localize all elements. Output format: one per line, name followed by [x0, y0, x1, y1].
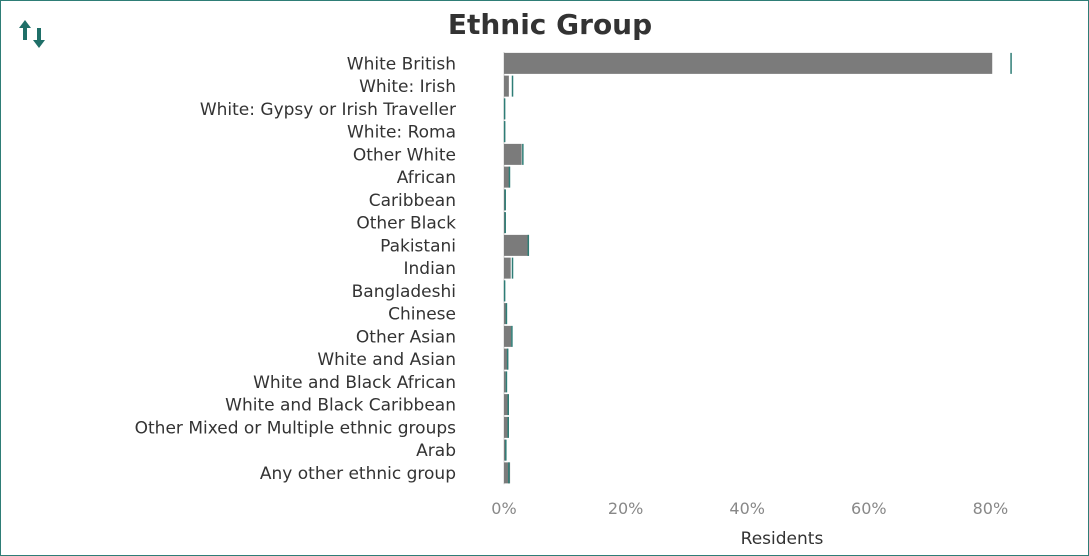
x-tick-label: 80%	[973, 499, 1009, 518]
bar[interactable]	[504, 394, 508, 416]
category-label: Other Black	[356, 214, 456, 234]
category-label: Other Mixed or Multiple ethnic groups	[135, 418, 456, 438]
x-tick-label: 20%	[608, 499, 644, 518]
chart-title: Ethnic Group	[447, 8, 653, 41]
x-tick-label: 0%	[491, 499, 516, 518]
bar[interactable]	[504, 143, 522, 165]
category-label: Other White	[353, 145, 456, 165]
category-label: Bangladeshi	[352, 282, 456, 302]
bar[interactable]	[504, 325, 512, 347]
category-label: Chinese	[388, 305, 456, 325]
category-label: White: Roma	[347, 123, 456, 143]
category-label: Indian	[404, 259, 457, 279]
bar[interactable]	[504, 371, 506, 393]
category-label: Caribbean	[369, 191, 456, 211]
category-label: Any other ethnic group	[260, 464, 456, 484]
bar[interactable]	[504, 416, 508, 438]
bar[interactable]	[504, 75, 509, 97]
x-tick-label: 60%	[851, 499, 887, 518]
category-label: White and Black African	[253, 373, 456, 393]
bar[interactable]	[504, 348, 509, 370]
x-tick-label: 40%	[729, 499, 765, 518]
bar[interactable]	[504, 52, 993, 74]
category-label: White and Asian	[317, 350, 456, 370]
bar[interactable]	[504, 439, 506, 461]
category-label: Pakistani	[380, 236, 456, 256]
category-label: White: Gypsy or Irish Traveller	[200, 100, 456, 120]
bars	[503, 52, 1012, 485]
category-label: African	[397, 168, 456, 188]
x-axis: 0% 20% 40% 60% 80%	[491, 499, 1008, 518]
category-label: Arab	[416, 441, 456, 461]
category-label: White British	[347, 54, 456, 74]
bar[interactable]	[504, 303, 507, 325]
bar[interactable]	[504, 234, 529, 256]
sort-ascending-descending-icon	[19, 20, 45, 48]
category-label: White: Irish	[359, 77, 456, 97]
sort-button[interactable]	[16, 14, 50, 54]
category-labels: White British White: Irish White: Gypsy or…	[135, 54, 457, 484]
category-label: Other Asian	[356, 327, 456, 347]
bar[interactable]	[504, 166, 510, 188]
bar[interactable]	[504, 257, 511, 279]
category-label: White and Black Caribbean	[225, 396, 456, 416]
bar[interactable]	[504, 462, 511, 484]
x-axis-title: Residents	[741, 529, 824, 549]
